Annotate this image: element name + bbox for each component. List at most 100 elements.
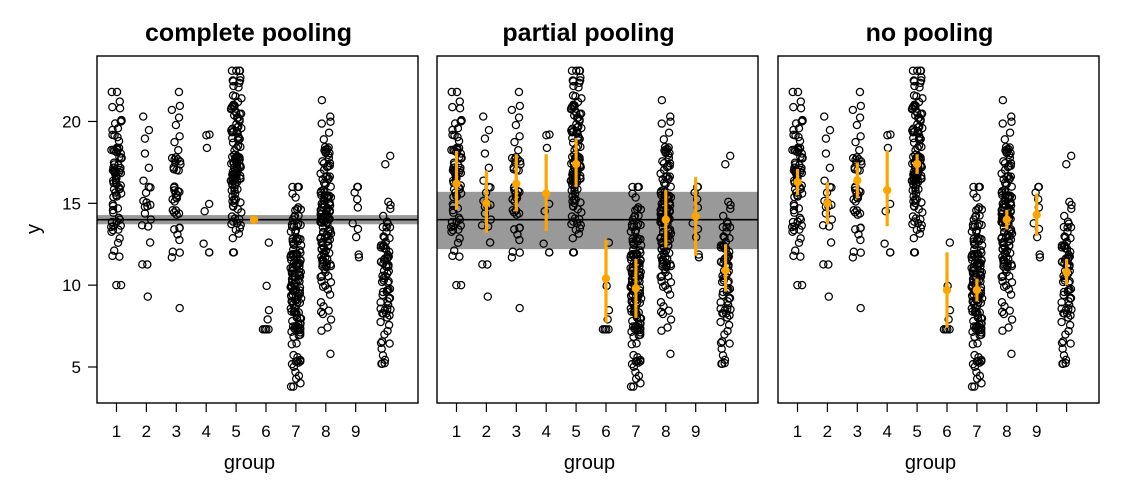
observation-point	[383, 278, 392, 287]
x-tick-label: 3	[512, 422, 521, 441]
observation-point	[974, 182, 983, 192]
observation-point	[292, 233, 302, 242]
observation-point	[146, 215, 156, 224]
observation-point	[449, 222, 458, 231]
observation-point	[826, 238, 836, 247]
x-axis-label: group	[224, 452, 275, 474]
observation-point	[1002, 267, 1011, 277]
x-tick-label: 5	[231, 422, 240, 441]
group-5-points	[907, 66, 927, 257]
observation-point	[448, 251, 457, 261]
observation-point	[112, 280, 121, 290]
observation-point	[322, 259, 331, 268]
observation-point	[108, 125, 117, 135]
observation-point	[287, 359, 297, 369]
observation-point	[454, 143, 464, 153]
observation-point	[296, 205, 306, 214]
observation-point	[228, 201, 238, 211]
observation-point	[454, 161, 463, 170]
observation-point	[798, 153, 807, 162]
observation-point	[720, 355, 730, 365]
x-tick-label: 5	[571, 422, 580, 441]
observation-point	[454, 213, 464, 223]
observation-point	[628, 250, 638, 259]
observation-point	[511, 120, 521, 130]
observation-point	[818, 221, 828, 230]
observation-point	[567, 128, 577, 137]
observation-point	[969, 239, 979, 248]
observation-point	[484, 163, 494, 173]
observation-point	[377, 344, 386, 354]
y-tick-label: 15	[62, 194, 81, 213]
observation-point	[827, 215, 837, 224]
observation-point	[633, 182, 642, 192]
observation-point	[726, 204, 735, 213]
observation-point	[659, 243, 669, 252]
observation-point	[514, 113, 524, 122]
observation-point	[378, 241, 388, 251]
group-8-points	[997, 95, 1017, 359]
observation-point	[204, 248, 214, 257]
observation-point	[143, 222, 153, 231]
observation-point	[383, 300, 393, 310]
observation-point	[144, 182, 154, 192]
observation-point	[382, 313, 392, 322]
group-9-points	[348, 182, 364, 262]
observation-point	[908, 128, 918, 137]
estimate-point	[853, 176, 862, 185]
observation-point	[167, 253, 177, 262]
observation-point	[977, 220, 986, 230]
observation-point	[664, 128, 674, 137]
observation-point	[851, 137, 860, 147]
observation-point	[232, 164, 242, 174]
observation-point	[571, 225, 581, 235]
x-tick-label: 2	[823, 422, 832, 441]
observation-point	[449, 145, 458, 155]
observation-point	[1061, 355, 1071, 365]
observation-point	[326, 182, 335, 191]
observation-point	[657, 95, 667, 105]
observation-point	[629, 382, 638, 391]
observation-point	[515, 101, 525, 111]
observation-point	[1059, 222, 1069, 232]
observation-point	[325, 112, 335, 121]
observation-point	[108, 176, 118, 185]
observation-point	[453, 124, 463, 133]
observation-point	[967, 382, 977, 391]
observation-point	[664, 306, 673, 315]
x-tick-label: 6	[261, 422, 270, 441]
observation-point	[174, 145, 183, 155]
observation-point	[798, 116, 807, 126]
x-tick-label: 5	[912, 422, 921, 441]
observation-point	[115, 252, 124, 261]
estimate-point	[1032, 210, 1041, 219]
observation-point	[480, 149, 490, 158]
observation-point	[235, 174, 245, 183]
observation-point	[970, 259, 979, 269]
observation-point	[1057, 338, 1067, 348]
observation-point	[790, 208, 799, 217]
observation-point	[790, 163, 799, 172]
observation-point	[1003, 259, 1012, 268]
observation-point	[1004, 237, 1013, 246]
observation-point	[235, 215, 244, 224]
plot-frame	[96, 55, 419, 404]
observation-point	[290, 211, 300, 220]
estimate-point	[793, 177, 802, 187]
observation-point	[386, 200, 395, 210]
observation-point	[657, 326, 666, 335]
observation-point	[666, 261, 676, 271]
observation-point	[971, 303, 980, 313]
observation-point	[115, 97, 125, 106]
observation-point	[577, 94, 586, 103]
observation-point	[378, 287, 388, 297]
observation-point	[455, 234, 464, 243]
observation-point	[945, 238, 955, 247]
observation-point	[634, 203, 643, 212]
observation-point	[316, 233, 326, 242]
observation-point	[718, 309, 727, 318]
observation-point	[718, 211, 728, 221]
observation-point	[228, 248, 238, 257]
observation-point	[1063, 313, 1073, 322]
